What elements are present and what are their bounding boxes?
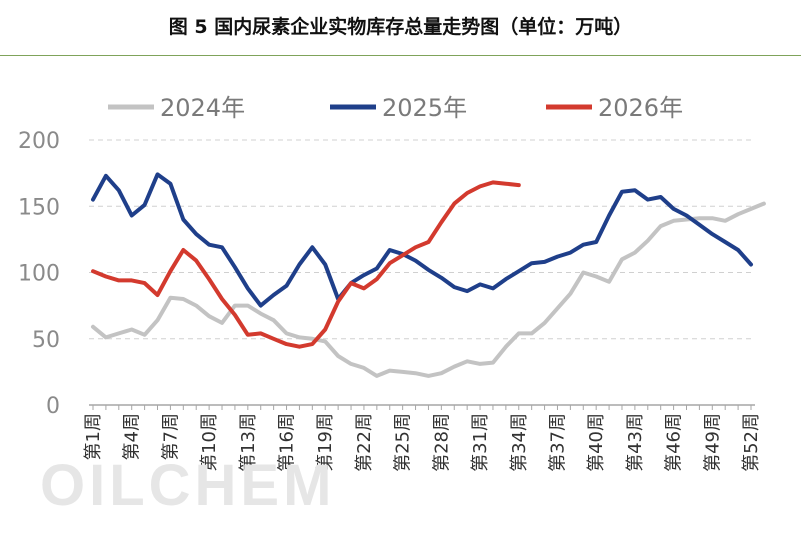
y-tick-label: 150: [18, 195, 60, 220]
x-axis: [89, 404, 755, 410]
y-axis-tick-labels: 0 50 100 150 200: [18, 129, 60, 419]
x-tick-label: 第22周: [354, 413, 375, 472]
y-tick-label: 100: [18, 262, 60, 287]
legend-label: 2024年: [160, 94, 245, 122]
x-tick-label: 第1周: [83, 413, 104, 460]
legend: 2024年 2025年 2026年: [108, 94, 683, 122]
x-tick-label: 第49周: [702, 413, 723, 472]
x-tick-label: 第25周: [393, 413, 414, 472]
x-axis-tick-labels: 第1周 第4周 第7周 第10周 第13周 第16周 第19周 第22周 第25周 第28周 第31…: [83, 413, 762, 472]
y-tick-label: 200: [18, 129, 60, 154]
x-tick-label: 第34周: [509, 413, 530, 472]
series-line-2024年: [91, 201, 766, 378]
x-tick-label: 第37周: [547, 413, 568, 472]
x-tick-label: 第4周: [122, 413, 143, 460]
gridlines: [89, 139, 755, 340]
x-tick-label: 第16周: [277, 413, 298, 472]
series-line-2025年: [91, 172, 753, 308]
legend-label: 2025年: [382, 94, 467, 122]
legend-label: 2026年: [598, 94, 683, 122]
series-lines: [91, 172, 766, 378]
x-tick-label: 第46周: [664, 413, 685, 472]
x-tick-label: 第40周: [586, 413, 607, 472]
x-tick-label: 第10周: [199, 413, 220, 472]
x-tick-label: 第19周: [315, 413, 336, 472]
x-tick-label: 第52周: [741, 413, 762, 472]
series-line-2026年: [91, 180, 521, 349]
title-divider: [0, 55, 801, 56]
watermark-logo: OILCHEM: [40, 453, 336, 518]
x-tick-label: 第13周: [238, 413, 259, 472]
x-tick-label: 第43周: [625, 413, 646, 472]
y-tick-label: 0: [46, 394, 60, 419]
chart-title: 图 5 国内尿素企业实物库存总量走势图（单位：万吨）: [168, 16, 633, 38]
x-tick-label: 第7周: [160, 413, 181, 460]
y-tick-label: 50: [32, 328, 60, 353]
x-tick-label: 第28周: [431, 413, 452, 472]
x-tick-label: 第31周: [470, 413, 491, 472]
